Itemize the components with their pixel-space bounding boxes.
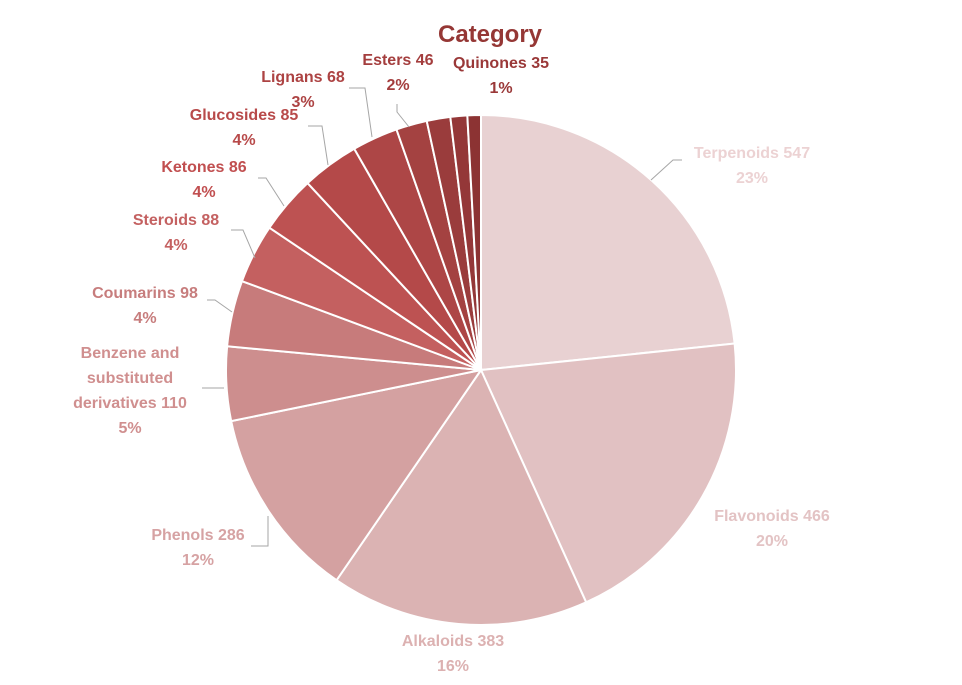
chart-title: Category (438, 21, 543, 48)
data-label-glucosides: Glucosides 85 4% (190, 107, 299, 149)
data-label-coumarins: Coumarins 98 4% (92, 285, 198, 327)
leader-line-phenols (251, 516, 269, 547)
slice-terpenoids (480, 113, 736, 372)
data-label-phenols: Phenols 286 12% (151, 527, 244, 569)
data-label-esters: Esters 46 2% (362, 52, 433, 94)
leader-line-coumarins (207, 299, 233, 313)
slice-flavonoids (479, 342, 737, 604)
data-label-ketones: Ketones 86 4% (161, 159, 246, 201)
data-label-quinones: Quinones 35 1% (453, 55, 549, 97)
slice-unlabeled-13 (466, 113, 482, 371)
leader-line-glucosides (308, 125, 329, 166)
data-label-benzene-and-substituted-derivatives: Benzene and substituted derivatives 110 5% (73, 345, 187, 437)
data-label-terpenoids: Terpenoids 547 23% (694, 145, 810, 187)
data-label-lignans: Lignans 68 3% (261, 69, 345, 111)
slice-labels: Terpenoids 547 23% Flavonoids 466 20% Alkalo… (73, 52, 830, 675)
data-label-steroids: Steroids 88 4% (133, 212, 219, 254)
leader-line-esters (396, 104, 410, 128)
pie-slices (225, 113, 737, 626)
leader-lines (202, 87, 682, 547)
leader-line-steroids (231, 229, 256, 259)
data-label-flavonoids: Flavonoids 466 20% (714, 508, 830, 550)
leader-line-terpenoids (650, 159, 682, 181)
leader-line-ketones (258, 177, 285, 207)
leader-line-lignans (349, 87, 373, 138)
data-label-alkaloids: Alkaloids 383 16% (402, 633, 504, 675)
slice-alkaloids (335, 367, 588, 626)
slice-phenols (229, 368, 484, 582)
